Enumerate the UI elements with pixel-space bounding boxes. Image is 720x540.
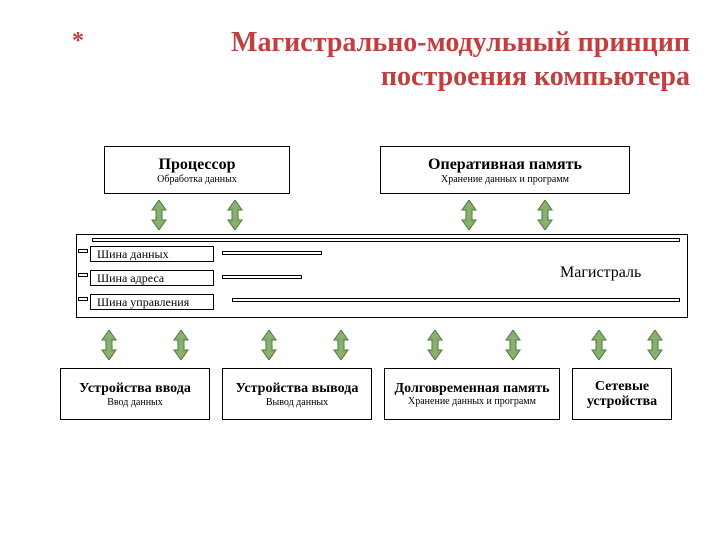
ram-title: Оперативная память: [428, 156, 582, 174]
double-arrow-icon: [646, 330, 664, 360]
title-line1: Магистрально-модульный принцип: [231, 27, 690, 58]
bus-row-label: Шина адреса: [90, 270, 214, 286]
bus-left-stub: [78, 249, 88, 253]
double-arrow-icon: [172, 330, 190, 360]
double-arrow-icon: [426, 330, 444, 360]
network-title: Сетевые устройства: [575, 379, 669, 410]
storage-box: Долговременная память Хранение данных и …: [384, 368, 560, 420]
bus-left-stub: [78, 297, 88, 301]
storage-title: Долговременная память: [395, 381, 550, 396]
title-line2: построения компьютера: [381, 61, 690, 92]
processor-title: Процессор: [159, 156, 236, 174]
bus-short-line: [222, 251, 322, 255]
bus-line: [92, 238, 680, 242]
processor-box: Процессор Обработка данных: [104, 146, 290, 194]
storage-sub: Хранение данных и программ: [408, 396, 536, 407]
output-sub: Вывод данных: [266, 397, 328, 408]
input-devices-box: Устройства ввода Ввод данных: [60, 368, 210, 420]
output-devices-box: Устройства вывода Вывод данных: [222, 368, 372, 420]
double-arrow-icon: [460, 200, 478, 230]
bus-row-label: Шина данных: [90, 246, 214, 262]
bus-row-label: Шина управления: [90, 294, 214, 310]
network-box: Сетевые устройства: [572, 368, 672, 420]
double-arrow-icon: [590, 330, 608, 360]
bus-left-stub: [78, 273, 88, 277]
double-arrow-icon: [100, 330, 118, 360]
input-title: Устройства ввода: [79, 381, 191, 397]
bus-line: [232, 298, 680, 302]
ram-box: Оперативная память Хранение данных и про…: [380, 146, 630, 194]
processor-sub: Обработка данных: [157, 174, 237, 185]
double-arrow-icon: [226, 200, 244, 230]
double-arrow-icon: [332, 330, 350, 360]
bus-short-line: [222, 275, 302, 279]
output-title: Устройства вывода: [236, 381, 359, 397]
double-arrow-icon: [260, 330, 278, 360]
input-sub: Ввод данных: [107, 397, 163, 408]
page-title: Магистрально-модульный принцип построени…: [70, 26, 690, 93]
magistral-label: Магистраль: [560, 264, 641, 282]
double-arrow-icon: [536, 200, 554, 230]
double-arrow-icon: [150, 200, 168, 230]
double-arrow-icon: [504, 330, 522, 360]
ram-sub: Хранение данных и программ: [441, 174, 569, 185]
